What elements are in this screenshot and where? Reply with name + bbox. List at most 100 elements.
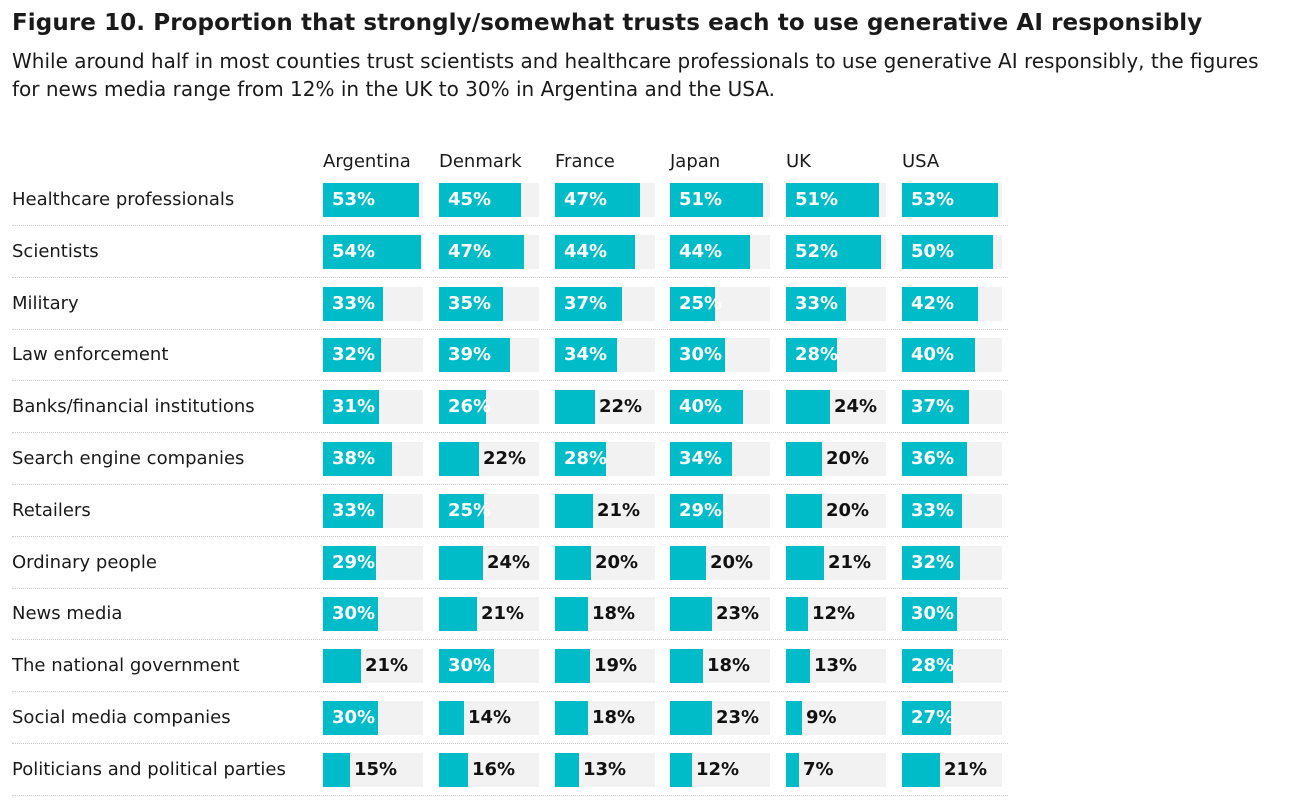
row-label-law-enforcement: Law enforcement: [12, 344, 169, 365]
bar-usa-law-enforcement: [902, 338, 975, 372]
bar-usa-retailers: [902, 494, 962, 528]
bar-argentina-ordinary-people: [323, 546, 376, 580]
row-label-banks-financial-institutions: Banks/financial institutions: [12, 396, 255, 417]
bar-denmark-search-engine-companies: [439, 442, 479, 476]
value-label-uk-law-enforcement: 28%: [795, 344, 839, 365]
bar-argentina-scientists: [323, 235, 421, 269]
value-label-uk-politicians-and-political-parties: 7%: [803, 759, 834, 780]
value-label-uk-news-media: 12%: [812, 603, 856, 624]
row-divider: [12, 588, 1008, 589]
chart-title: Figure 10. Proportion that strongly/some…: [12, 10, 1203, 36]
bar-france-the-national-government: [555, 649, 590, 683]
bar-japan-retailers: [670, 494, 723, 528]
value-label-denmark-news-media: 21%: [481, 603, 525, 624]
value-label-denmark-healthcare-professionals: 45%: [448, 189, 492, 210]
bar-uk-military: [786, 287, 846, 321]
bar-france-scientists: [555, 235, 635, 269]
bar-denmark-healthcare-professionals: [439, 183, 521, 217]
value-label-uk-search-engine-companies: 20%: [826, 448, 870, 469]
bar-japan-law-enforcement: [670, 338, 725, 372]
bar-uk-healthcare-professionals: [786, 183, 879, 217]
bar-argentina-retailers: [323, 494, 383, 528]
value-label-france-scientists: 44%: [564, 241, 608, 262]
bar-france-law-enforcement: [555, 338, 617, 372]
bar-argentina-banks-financial-institutions: [323, 390, 379, 424]
bar-france-retailers: [555, 494, 593, 528]
bar-uk-scientists: [786, 235, 881, 269]
bar-france-ordinary-people: [555, 546, 591, 580]
value-label-japan-politicians-and-political-parties: 12%: [696, 759, 740, 780]
row-divider: [12, 743, 1008, 744]
value-label-japan-scientists: 44%: [679, 241, 723, 262]
bar-argentina-politicians-and-political-parties: [323, 753, 350, 787]
value-label-usa-law-enforcement: 40%: [911, 344, 955, 365]
bar-track: [786, 701, 886, 735]
row-label-social-media-companies: Social media companies: [12, 707, 231, 728]
bar-france-social-media-companies: [555, 701, 588, 735]
bar-argentina-the-national-government: [323, 649, 361, 683]
value-label-japan-military: 25%: [679, 293, 723, 314]
bar-japan-social-media-companies: [670, 701, 712, 735]
bar-usa-politicians-and-political-parties: [902, 753, 940, 787]
value-label-france-healthcare-professionals: 47%: [564, 189, 608, 210]
row-divider: [12, 329, 1008, 330]
value-label-usa-scientists: 50%: [911, 241, 955, 262]
bar-uk-retailers: [786, 494, 822, 528]
bar-denmark-scientists: [439, 235, 524, 269]
bar-uk-law-enforcement: [786, 338, 837, 372]
value-label-denmark-law-enforcement: 39%: [448, 344, 492, 365]
value-label-uk-banks-financial-institutions: 24%: [834, 396, 878, 417]
value-label-usa-social-media-companies: 27%: [911, 707, 955, 728]
bar-japan-banks-financial-institutions: [670, 390, 743, 424]
value-label-france-military: 37%: [564, 293, 608, 314]
value-label-uk-scientists: 52%: [795, 241, 839, 262]
row-divider: [12, 277, 1008, 278]
value-label-denmark-military: 35%: [448, 293, 492, 314]
value-label-france-politicians-and-political-parties: 13%: [583, 759, 627, 780]
value-label-usa-military: 42%: [911, 293, 955, 314]
row-label-news-media: News media: [12, 603, 123, 624]
value-label-argentina-banks-financial-institutions: 31%: [332, 396, 376, 417]
bar-track: [786, 753, 886, 787]
value-label-argentina-social-media-companies: 30%: [332, 707, 376, 728]
row-divider: [12, 432, 1008, 433]
value-label-usa-banks-financial-institutions: 37%: [911, 396, 955, 417]
row-label-politicians-and-political-parties: Politicians and political parties: [12, 759, 286, 780]
value-label-argentina-law-enforcement: 32%: [332, 344, 376, 365]
bar-france-news-media: [555, 597, 588, 631]
bar-argentina-search-engine-companies: [323, 442, 392, 476]
bar-argentina-law-enforcement: [323, 338, 381, 372]
value-label-usa-the-national-government: 28%: [911, 655, 955, 676]
value-label-france-ordinary-people: 20%: [595, 552, 639, 573]
bar-usa-the-national-government: [902, 649, 953, 683]
bar-japan-the-national-government: [670, 649, 703, 683]
bar-argentina-social-media-companies: [323, 701, 378, 735]
bar-usa-ordinary-people: [902, 546, 960, 580]
value-label-france-the-national-government: 19%: [594, 655, 638, 676]
value-label-argentina-ordinary-people: 29%: [332, 552, 376, 573]
value-label-japan-search-engine-companies: 34%: [679, 448, 723, 469]
value-label-japan-banks-financial-institutions: 40%: [679, 396, 723, 417]
value-label-france-news-media: 18%: [592, 603, 636, 624]
bar-denmark-politicians-and-political-parties: [439, 753, 468, 787]
column-header-japan: Japan: [670, 151, 721, 172]
bar-uk-news-media: [786, 597, 808, 631]
value-label-usa-retailers: 33%: [911, 500, 955, 521]
row-label-retailers: Retailers: [12, 500, 91, 521]
row-divider: [12, 795, 1008, 796]
value-label-denmark-the-national-government: 30%: [448, 655, 492, 676]
value-label-denmark-scientists: 47%: [448, 241, 492, 262]
value-label-denmark-banks-financial-institutions: 26%: [448, 396, 492, 417]
bar-japan-search-engine-companies: [670, 442, 732, 476]
row-divider: [12, 380, 1008, 381]
row-label-healthcare-professionals: Healthcare professionals: [12, 189, 235, 210]
bar-denmark-banks-financial-institutions: [439, 390, 486, 424]
bar-uk-ordinary-people: [786, 546, 824, 580]
value-label-uk-social-media-companies: 9%: [806, 707, 837, 728]
bar-denmark-law-enforcement: [439, 338, 510, 372]
bar-uk-social-media-companies: [786, 701, 802, 735]
value-label-japan-social-media-companies: 23%: [716, 707, 760, 728]
value-label-japan-ordinary-people: 20%: [710, 552, 754, 573]
bar-france-search-engine-companies: [555, 442, 606, 476]
value-label-japan-news-media: 23%: [716, 603, 760, 624]
